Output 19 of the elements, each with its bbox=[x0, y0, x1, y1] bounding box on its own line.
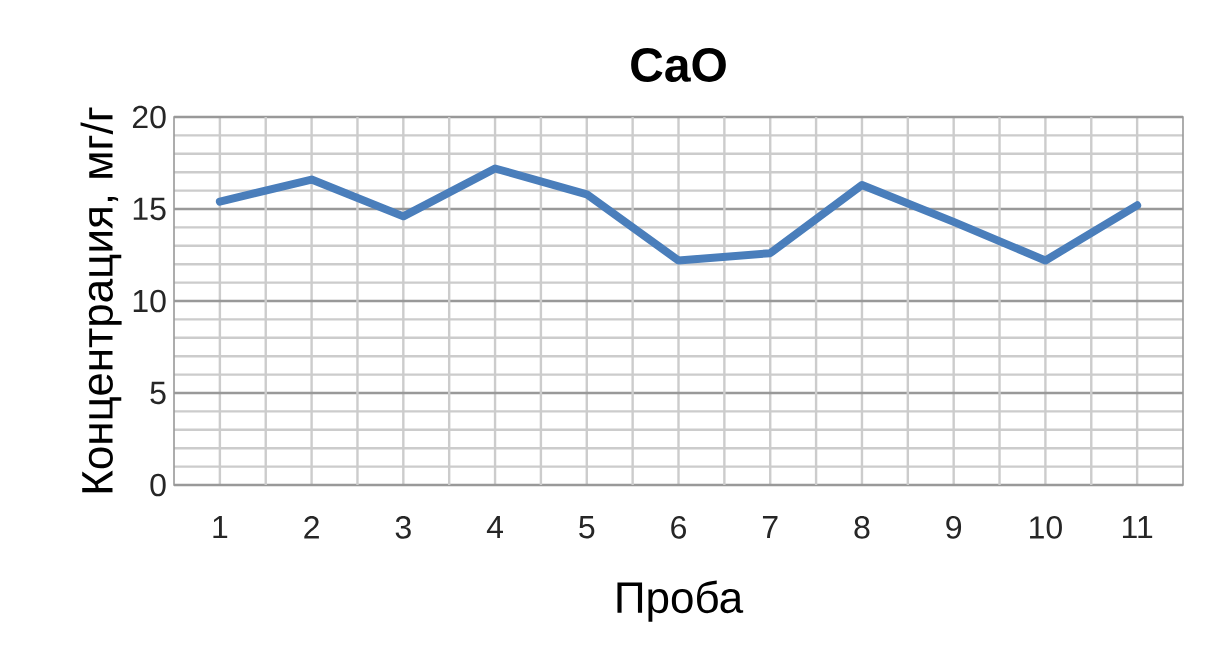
x-tick-label: 4 bbox=[486, 516, 503, 539]
x-tick-label: 1 bbox=[213, 516, 228, 539]
y-axis-title: Концентрация, мг/г bbox=[80, 107, 122, 493]
x-tick-label: 2 bbox=[304, 516, 319, 539]
y-tick-label: 5 bbox=[150, 381, 166, 405]
y-tick-label: 0 bbox=[150, 473, 166, 497]
y-tick-label: 10 bbox=[133, 289, 166, 313]
x-tick-label: 8 bbox=[854, 516, 870, 539]
x-tick-label: 7 bbox=[762, 516, 778, 539]
x-tick-label: 9 bbox=[946, 516, 962, 539]
x-tick-label: 11 bbox=[1122, 516, 1153, 539]
x-axis-title: Проба bbox=[617, 580, 744, 622]
y-tick-label: 15 bbox=[133, 197, 166, 221]
y-tick-label: 20 bbox=[132, 105, 166, 129]
x-tick-label: 10 bbox=[1030, 516, 1062, 539]
chart-title: CaO bbox=[631, 47, 726, 82]
x-tick-label: 3 bbox=[395, 516, 411, 539]
x-tick-label: 5 bbox=[579, 516, 595, 539]
x-tick-label: 6 bbox=[671, 516, 686, 539]
